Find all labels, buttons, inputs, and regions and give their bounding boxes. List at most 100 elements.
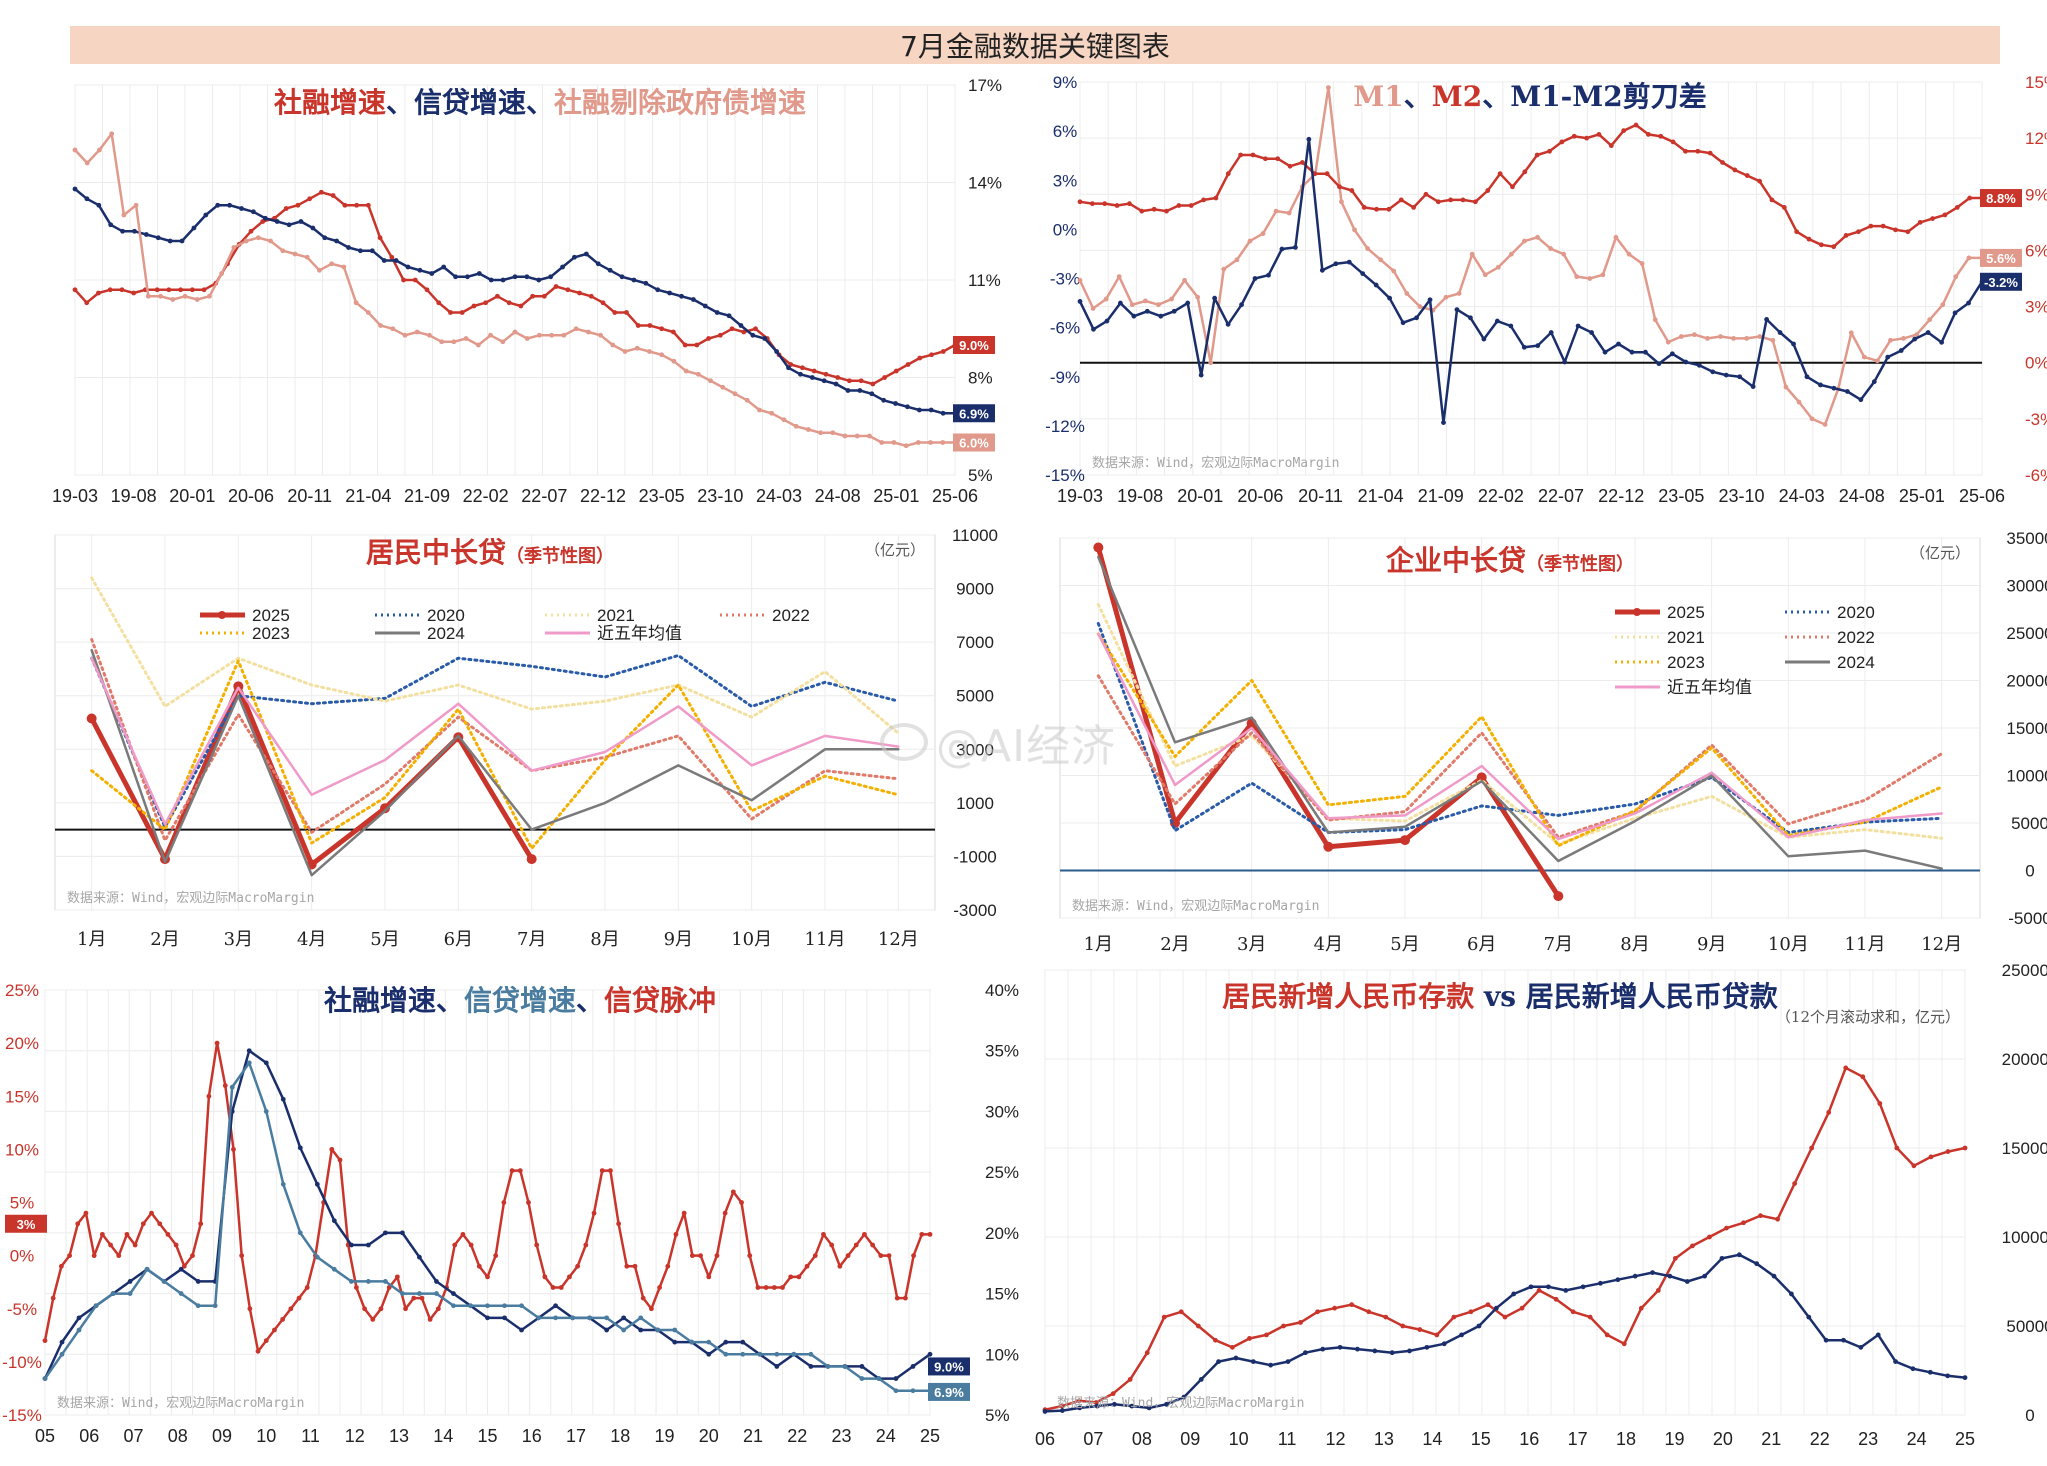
y-tick-label: 35% bbox=[985, 1042, 1019, 1061]
data-point bbox=[1672, 1255, 1678, 1261]
y-left-tick-label: 0% bbox=[1053, 220, 1078, 239]
data-point bbox=[260, 219, 266, 224]
data-point bbox=[1293, 244, 1298, 250]
data-point bbox=[1117, 300, 1123, 306]
data-point bbox=[1696, 362, 1702, 368]
data-point bbox=[575, 1263, 581, 1269]
chart-title-part: 、 bbox=[1404, 80, 1432, 113]
chart-title-note: （季节性图） bbox=[1526, 553, 1634, 575]
data-point bbox=[1724, 1225, 1729, 1231]
data-point bbox=[341, 264, 347, 270]
y-tick-label: 35000 bbox=[2006, 529, 2047, 548]
data-point bbox=[928, 440, 933, 445]
data-point bbox=[268, 238, 273, 244]
data-point bbox=[1485, 1302, 1491, 1308]
y-left-tick-label: 25% bbox=[5, 981, 39, 1000]
x-tick-label: 19-08 bbox=[111, 486, 157, 506]
data-point bbox=[1911, 1163, 1917, 1169]
x-tick-label: 07 bbox=[1083, 1429, 1103, 1449]
data-point bbox=[67, 1253, 72, 1259]
x-tick-label: 23-10 bbox=[1718, 486, 1764, 506]
end-label-box bbox=[5, 1214, 47, 1233]
data-point bbox=[893, 401, 898, 406]
data-point bbox=[1570, 1309, 1576, 1315]
legend-label: 近五年均值 bbox=[597, 624, 682, 643]
data-point bbox=[1940, 302, 1946, 308]
data-point bbox=[1481, 336, 1487, 342]
y-left-tick-label: 15% bbox=[5, 1087, 39, 1106]
data-point bbox=[876, 1376, 882, 1381]
data-point bbox=[595, 261, 601, 267]
data-point bbox=[297, 1230, 303, 1236]
data-point bbox=[378, 1306, 384, 1312]
data-point bbox=[862, 1231, 867, 1237]
data-point bbox=[1844, 389, 1850, 394]
data-point bbox=[121, 212, 127, 218]
data-point bbox=[561, 332, 567, 338]
data-point bbox=[1563, 1288, 1569, 1293]
y-left-tick-label: 3% bbox=[1053, 171, 1078, 190]
data-point bbox=[1042, 1409, 1048, 1414]
data-point bbox=[1508, 251, 1514, 257]
y-tick-label: 11000 bbox=[952, 526, 998, 545]
data-point bbox=[132, 1242, 138, 1248]
data-point bbox=[893, 368, 899, 374]
x-tick-label: 12月 bbox=[1921, 934, 1962, 955]
y-tick-label: 250000 bbox=[2002, 961, 2047, 980]
data-point bbox=[215, 202, 221, 208]
data-point bbox=[272, 1327, 277, 1333]
data-point bbox=[869, 391, 875, 397]
x-tick-label: 08 bbox=[168, 1426, 188, 1446]
data-point bbox=[119, 287, 125, 293]
data-point bbox=[740, 1339, 746, 1345]
data-point bbox=[1315, 1309, 1320, 1315]
data-point bbox=[837, 1263, 843, 1269]
data-point bbox=[1632, 1273, 1638, 1279]
data-point bbox=[239, 206, 244, 211]
data-point bbox=[354, 202, 359, 208]
data-point bbox=[1621, 128, 1627, 134]
data-point bbox=[207, 293, 212, 299]
end-label: 3% bbox=[17, 1217, 36, 1232]
data-point bbox=[292, 251, 298, 257]
data-point bbox=[286, 222, 292, 228]
x-tick-label: 2月 bbox=[1160, 934, 1189, 955]
data-point bbox=[1391, 268, 1397, 274]
data-point bbox=[1374, 206, 1379, 212]
data-point bbox=[262, 215, 268, 221]
data-point bbox=[50, 1295, 56, 1301]
data-point bbox=[762, 336, 768, 341]
data-point bbox=[1917, 219, 1923, 225]
data-point bbox=[1089, 201, 1095, 207]
chart-credit-impulse: 40% 35% 30% 25% 20% 15% 10% 5% 25% 20% 15% 10% 5% 0% -… bbox=[2, 981, 1019, 1446]
chart-title: 居民中长贷（季节性图） bbox=[366, 536, 614, 569]
y-tick-label: 5% bbox=[985, 1406, 1010, 1425]
data-point bbox=[1871, 379, 1877, 385]
x-tick-label: 23 bbox=[1858, 1429, 1878, 1449]
data-point bbox=[243, 238, 249, 244]
data-point bbox=[553, 284, 559, 289]
data-point bbox=[1325, 85, 1331, 91]
data-point bbox=[808, 1351, 814, 1357]
data-point bbox=[317, 267, 322, 273]
data-point bbox=[427, 332, 432, 338]
data-point bbox=[1928, 1154, 1934, 1160]
x-tick-label: 21-04 bbox=[1358, 486, 1404, 506]
data-point bbox=[452, 1242, 458, 1248]
data-point bbox=[417, 267, 423, 273]
data-point bbox=[1764, 317, 1769, 322]
data-point bbox=[1667, 1273, 1673, 1279]
chart-title-part: 信贷增速 bbox=[464, 984, 576, 1017]
end-label-box bbox=[1980, 272, 2022, 291]
data-point bbox=[830, 430, 836, 436]
data-point bbox=[917, 355, 923, 361]
end-label: 9.0% bbox=[959, 338, 989, 353]
data-point bbox=[380, 803, 390, 814]
data-point bbox=[1286, 210, 1292, 216]
x-tick-label: 22-02 bbox=[463, 486, 509, 506]
data-point bbox=[1221, 266, 1227, 272]
data-point bbox=[916, 407, 922, 413]
x-tick-label: 24 bbox=[876, 1426, 896, 1446]
data-point bbox=[222, 1083, 228, 1089]
chart-title-part: 、 bbox=[576, 984, 604, 1017]
